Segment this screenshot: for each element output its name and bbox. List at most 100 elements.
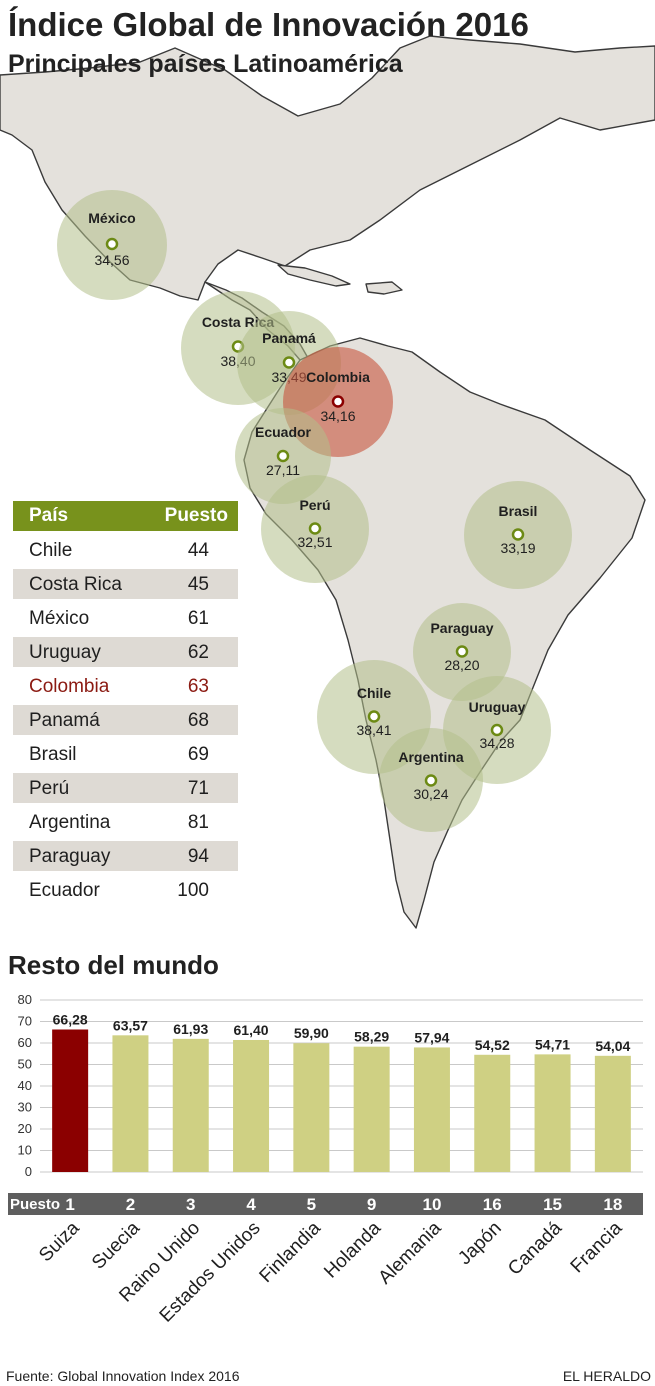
country-name: Costa Rica [29,574,122,595]
data-label: 58,29 [354,1029,389,1045]
bar [474,1054,511,1172]
ranking-table: País Puesto Chile 44 Costa Rica 45 México 6… [13,501,238,905]
country-value: 34,16 [320,408,355,424]
y-tick-label: 10 [18,1143,32,1158]
section-title-world: Resto del mundo [8,950,219,980]
table-row: Panamá 68 [13,705,238,735]
country-value: 28,20 [444,657,479,673]
location-marker-icon [511,528,525,541]
country-name: Perú [29,778,70,799]
country-value: 38,41 [356,722,391,738]
rank-value: 2 [126,1195,135,1214]
y-tick-label: 60 [18,1035,32,1050]
country-bubble: Argentina 30,24 [379,728,483,832]
country-name: Paraguay [29,846,111,867]
location-marker-icon [424,774,438,787]
rank-value: 69 [187,744,209,765]
country-name: Argentina [29,812,111,833]
data-label: 54,52 [475,1037,510,1053]
rank-value: 81 [187,812,209,833]
country-label: Argentina [398,749,464,765]
world-bar-chart: 0 10 20 30 40 50 60 70 80 66,28 63,57 61,93 61,40 59,… [8,992,643,1327]
bar [52,1029,89,1172]
x-tick-label: Japón [454,1218,505,1269]
x-tick-label: Suiza [35,1217,84,1266]
rank-value: 45 [187,574,209,595]
y-tick-label: 50 [18,1057,32,1072]
location-marker-icon [282,356,296,369]
bar [233,1039,270,1172]
country-bubble: Paraguay 28,20 [413,603,511,701]
rank-value: 100 [177,880,209,901]
bar [534,1054,571,1172]
rank-value: 18 [603,1195,622,1214]
page-title: Índice Global de Innovación 2016 [8,6,529,43]
bar [172,1038,209,1172]
rank-value: 15 [543,1195,562,1214]
location-marker-icon [455,645,469,658]
country-value: 34,56 [94,252,129,268]
country-value: 33,19 [500,540,535,556]
country-bubble: México 34,56 [57,190,167,300]
location-marker-icon [490,723,504,737]
x-tick-label: Canadá [504,1217,566,1279]
country-label: Panamá [262,330,316,346]
data-label: 54,04 [595,1038,630,1054]
location-marker-icon [331,395,345,408]
table-row-highlighted: Colombia 63 [13,671,238,701]
country-label: Paraguay [430,620,493,636]
table-row: Argentina 81 [13,807,238,837]
cuba [277,264,351,287]
country-label: Uruguay [469,699,526,715]
y-tick-label: 40 [18,1078,32,1093]
country-bubble: Perú 32,51 [261,475,369,583]
y-tick-label: 20 [18,1121,32,1136]
country-name: Chile [29,540,73,561]
y-tick-label: 70 [18,1014,32,1029]
bar [293,1043,330,1172]
country-name: México [29,608,90,629]
country-value: 27,11 [266,462,300,478]
rank-value: 44 [187,540,209,561]
data-label: 66,28 [53,1011,88,1027]
x-tick-label: Finlandia [256,1217,326,1287]
table-row: Brasil 69 [13,739,238,769]
rank-value: 62 [187,642,209,663]
country-label: Colombia [306,369,370,385]
rank-value: 16 [483,1195,502,1214]
data-label: 59,90 [294,1025,329,1041]
data-label: 61,40 [234,1022,269,1038]
rank-value: 9 [367,1195,376,1214]
page-subtitle: Principales países Latinoamérica [8,50,403,78]
data-label: 63,57 [113,1017,148,1033]
table-row: Uruguay 62 [13,637,238,667]
rank-value: 94 [187,846,209,867]
country-label: México [88,210,135,226]
country-label: Ecuador [255,424,312,440]
bar [353,1046,390,1172]
data-label: 54,71 [535,1036,570,1052]
y-tick-label: 80 [18,992,32,1007]
x-tick-label: Suecia [88,1217,144,1273]
y-tick-label: 0 [25,1164,32,1179]
rank-value: 68 [187,710,209,731]
country-name: Colombia [29,676,110,697]
table-row: Costa Rica 45 [13,569,238,599]
x-tick-label: Alemania [375,1217,446,1288]
country-label: Brasil [499,503,538,519]
location-marker-icon [105,237,119,251]
table-row: México 61 [13,603,238,633]
bar [112,1035,149,1172]
bar [413,1047,450,1172]
table-row: Paraguay 94 [13,841,238,871]
country-value: 34,28 [479,735,514,751]
data-label: 61,93 [173,1021,208,1037]
country-label: Perú [299,497,330,513]
location-marker-icon [308,522,322,535]
country-value: 30,24 [413,786,448,802]
column-header-country: País [29,505,69,526]
rank-value: 3 [186,1195,195,1214]
x-tick-label: Francia [567,1217,627,1277]
